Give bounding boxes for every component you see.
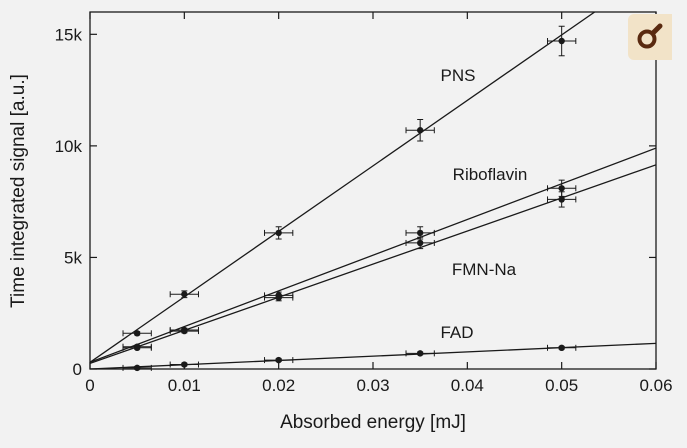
series-label-pns: PNS [441,66,476,85]
data-point-pns [416,127,424,134]
magnifier-icon [637,23,663,49]
data-point-pns [181,291,188,298]
data-point-riboflavin [416,229,424,237]
data-point-fad [275,356,282,364]
x-tick-label: 0.04 [451,376,484,395]
data-points [122,25,577,372]
y-axis-title: Time integrated signal [a.u.] [8,74,29,308]
x-tick-label: 0.05 [545,376,578,395]
axes: 0 0.01 0.02 0.03 0.04 0.05 0.06 0 5k 10k 15k [55,11,673,395]
x-tick-label: 0.01 [168,376,201,395]
series-labels: PNS Riboflavin FMN-Na FAD [440,66,527,342]
x-tick-label: 0.03 [356,376,389,395]
data-point-pns [558,37,565,45]
x-tick-label: 0.06 [639,376,672,395]
x-tick-label: 0 [85,376,94,395]
y-tick-label: 0 [73,360,82,379]
plot-frame [89,11,657,370]
y-tick-label: 15k [55,25,83,44]
series-label-fad: FAD [440,323,473,342]
data-point-riboflavin [558,185,565,192]
data-point-pns [133,330,141,337]
data-point-fad [181,361,188,368]
series-label-riboflavin: Riboflavin [453,165,528,184]
x-axis-title: Absorbed energy [mJ] [280,412,466,433]
data-point-fad [558,344,565,352]
fit-line-fmn-na [90,164,656,365]
fit-line-pns [90,12,596,363]
x-tick-label: 0.02 [262,376,295,395]
data-point-fmn-na [133,344,141,352]
data-point-pns [275,229,282,237]
data-point-fmn-na [181,327,188,335]
series-label-fmn-na: FMN-Na [452,260,517,279]
data-point-fmn-na [416,239,424,247]
y-tick-label: 10k [55,137,83,156]
fit-lines [90,12,656,369]
data-point-fmn-na [558,196,565,203]
zoom-button[interactable] [628,14,672,60]
data-point-fad [416,350,424,357]
data-point-fmn-na [275,294,282,301]
y-tick-label: 5k [64,248,82,267]
data-point-fad [133,364,141,372]
